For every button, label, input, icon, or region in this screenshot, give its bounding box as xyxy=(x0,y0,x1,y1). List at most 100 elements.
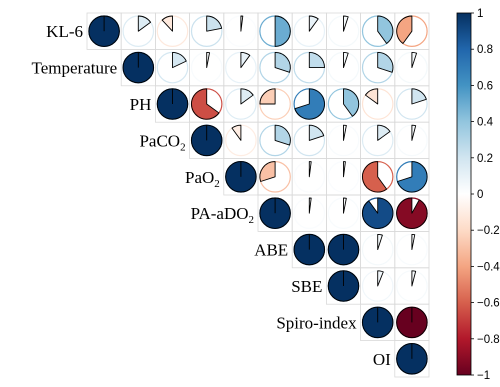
pie-slice xyxy=(396,161,428,193)
pie-slice xyxy=(137,15,152,32)
corr-pie-2-5 xyxy=(259,88,291,120)
variable-label: PaCO2 xyxy=(139,131,185,153)
corr-pie-3-3 xyxy=(190,124,223,157)
colorbar: 1 0.8 0.6 0.4 0.2 0 −0.2 −0.4 −0.6 −0.8 −1 xyxy=(456,8,500,382)
corr-pie-0-2 xyxy=(156,15,189,47)
pie-slice xyxy=(308,124,325,141)
pie-slice xyxy=(240,51,251,69)
variable-label: Temperature xyxy=(32,59,118,78)
pie-slice xyxy=(206,51,210,69)
corr-pie-2-7 xyxy=(327,88,360,120)
pie-slice xyxy=(294,88,325,120)
pie-slice xyxy=(308,51,325,69)
pie-slice xyxy=(191,88,220,120)
corr-pie-0-0 xyxy=(88,15,120,47)
pie-slice xyxy=(377,233,383,251)
pie-slice xyxy=(377,51,394,73)
corr-pie-1-3 xyxy=(190,51,223,84)
colorbar-tick-label: −0.6 xyxy=(477,298,500,310)
corr-pie-2-9 xyxy=(396,88,428,120)
pie-slice xyxy=(411,270,417,287)
corr-pie-7-9 xyxy=(396,270,428,302)
corr-pie-4-6 xyxy=(293,161,326,193)
corr-pie-1-8 xyxy=(361,51,394,84)
pie-slice xyxy=(274,15,291,47)
grid-cell xyxy=(394,340,430,378)
pie-slice xyxy=(161,15,173,32)
variable-label: PaO2 xyxy=(185,168,220,190)
corr-pie-1-9 xyxy=(396,51,428,84)
matrix-cells xyxy=(88,15,428,375)
variable-label: ABE xyxy=(254,241,288,260)
pie-slice xyxy=(411,233,416,251)
corr-pie-3-7 xyxy=(327,124,360,157)
pie-slice xyxy=(343,15,349,32)
pie-slice xyxy=(396,15,413,44)
colorbar-tick-label: 0.4 xyxy=(477,117,494,129)
colorbar-tick-label: 0.2 xyxy=(477,153,493,165)
pie-slice xyxy=(206,15,223,32)
pie-slice xyxy=(343,51,349,69)
variable-label: SBE xyxy=(291,277,322,296)
corr-pie-4-8 xyxy=(361,161,394,193)
pie-slice xyxy=(411,124,417,141)
corr-pie-2-8 xyxy=(361,88,394,120)
pie-slice xyxy=(343,124,347,141)
pie-slice xyxy=(396,197,428,229)
corr-pie-6-8 xyxy=(361,233,394,266)
corr-pie-5-6 xyxy=(293,197,326,229)
colorbar-tick-label: −0.2 xyxy=(477,225,500,237)
pie-slice xyxy=(231,124,242,141)
pie-slice xyxy=(172,51,187,69)
corr-pie-5-5 xyxy=(259,197,291,229)
matrix-grid xyxy=(86,12,430,378)
pie-slice xyxy=(377,15,394,44)
colorbar-tick-label: 1 xyxy=(477,8,483,20)
corr-pie-1-5 xyxy=(259,51,291,84)
corr-pie-0-3 xyxy=(190,15,223,47)
corr-pie-5-7 xyxy=(327,197,360,229)
corr-pie-7-8 xyxy=(361,270,394,302)
pie-slice xyxy=(364,88,379,105)
corr-pie-2-4 xyxy=(225,88,257,120)
colorbar-tick-label: 0.8 xyxy=(477,44,493,56)
pie-slice xyxy=(411,88,427,105)
corr-pie-0-5 xyxy=(259,15,291,47)
corr-pie-0-7 xyxy=(327,15,360,47)
pie-slice xyxy=(343,161,346,178)
variable-label: OI xyxy=(373,350,391,369)
corr-pie-1-1 xyxy=(122,51,155,84)
corr-pie-0-8 xyxy=(361,15,394,47)
corr-pie-0-4 xyxy=(225,15,257,47)
variable-label: PH xyxy=(130,95,152,114)
pie-slice xyxy=(259,88,276,105)
corr-pie-4-4 xyxy=(225,161,257,193)
corr-pie-8-8 xyxy=(361,306,394,339)
corr-pie-5-8 xyxy=(361,197,394,229)
corr-pie-6-7 xyxy=(327,233,360,266)
pie-slice xyxy=(308,197,312,214)
corr-pie-9-9 xyxy=(396,342,428,375)
colorbar-tick-label: −0.4 xyxy=(477,261,500,273)
corr-pie-3-6 xyxy=(293,124,326,157)
corr-pie-4-9 xyxy=(396,161,428,193)
corr-pie-1-6 xyxy=(293,51,326,84)
corr-pie-2-6 xyxy=(293,88,326,120)
corr-pie-0-9 xyxy=(396,15,428,47)
pie-slice xyxy=(240,88,254,105)
corr-pie-3-4 xyxy=(225,124,257,157)
corr-pie-4-5 xyxy=(259,161,291,193)
pie-slice xyxy=(343,197,347,214)
corr-pie-4-7 xyxy=(327,161,360,193)
pie-slice xyxy=(274,51,291,73)
variable-label: PA-aDO2 xyxy=(191,204,254,226)
corr-pie-0-6 xyxy=(293,15,326,47)
pie-slice xyxy=(240,15,244,32)
pie-slice xyxy=(308,15,319,32)
corr-pie-2-3 xyxy=(190,88,223,120)
variable-label: KL-6 xyxy=(46,22,83,41)
corr-pie-1-7 xyxy=(327,51,360,84)
